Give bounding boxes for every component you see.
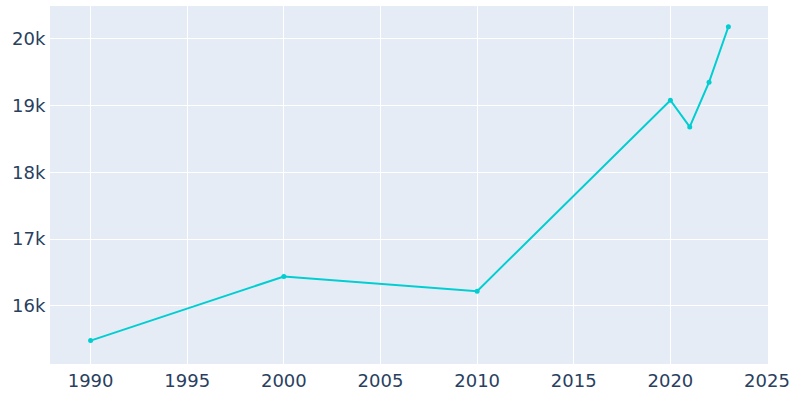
svg-text:2005: 2005 — [358, 370, 404, 391]
svg-text:17k: 17k — [12, 228, 46, 249]
svg-text:16k: 16k — [12, 295, 46, 316]
svg-text:2010: 2010 — [454, 370, 500, 391]
svg-text:1995: 1995 — [164, 370, 210, 391]
svg-text:1990: 1990 — [68, 370, 114, 391]
svg-text:2000: 2000 — [261, 370, 307, 391]
svg-text:2020: 2020 — [647, 370, 693, 391]
svg-text:2015: 2015 — [551, 370, 597, 391]
svg-text:19k: 19k — [12, 95, 46, 116]
svg-text:20k: 20k — [12, 28, 46, 49]
svg-text:18k: 18k — [12, 162, 46, 183]
svg-text:2025: 2025 — [744, 370, 790, 391]
